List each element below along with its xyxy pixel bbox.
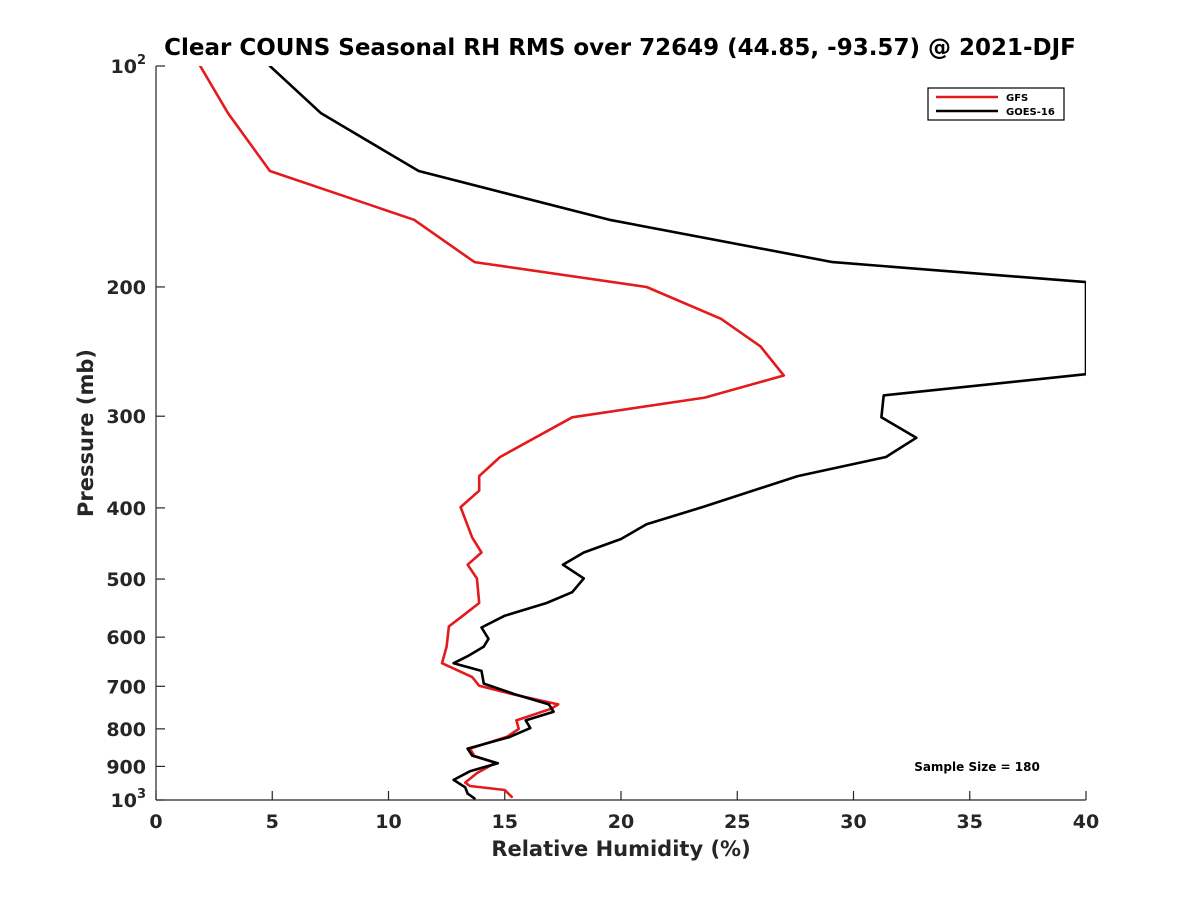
y-tick-label: 400 [106, 498, 146, 520]
x-tick-label: 10 [375, 811, 401, 833]
x-axis-label: Relative Humidity (%) [491, 837, 750, 861]
y-tick-label: 300 [106, 406, 146, 428]
x-tick-label: 35 [957, 811, 983, 833]
y-tick-label: 500 [106, 569, 146, 591]
y-tick-label: 800 [106, 719, 146, 741]
legend: GFS GOES-16 [927, 87, 1065, 121]
x-tick-label: 0 [149, 811, 162, 833]
x-tick-label: 5 [266, 811, 279, 833]
sample-size-annotation: Sample Size = 180 [914, 760, 1040, 774]
y-tick-label: 200 [106, 277, 146, 299]
y-tick-label: 102 [111, 53, 147, 78]
x-tick-label: 15 [492, 811, 518, 833]
x-tick-label: 30 [840, 811, 866, 833]
legend-label-goes-16: GOES-16 [1006, 107, 1055, 118]
series-line-goes-16 [268, 66, 1086, 800]
y-axis-label: Pressure (mb) [74, 349, 98, 517]
y-tick-label: 700 [106, 676, 146, 698]
legend-label-gfs: GFS [1006, 93, 1028, 104]
series-line-gfs [198, 66, 786, 799]
y-tick-label: 600 [106, 627, 146, 649]
x-tick-label: 25 [724, 811, 750, 833]
legend-box [927, 87, 1065, 121]
x-tick-label: 40 [1073, 811, 1099, 833]
y-tick-label: 103 [111, 787, 147, 812]
chart-title: Clear COUNS Seasonal RH RMS over 72649 (… [164, 35, 1076, 61]
series-layer [198, 66, 1086, 800]
y-axis-ticks: 102 200 300 400 500 600 700 800 900 103 [106, 53, 165, 812]
y-tick-label: 900 [106, 756, 146, 778]
x-axis-ticks: 0 5 10 15 20 25 30 35 40 [149, 791, 1099, 833]
x-tick-label: 20 [608, 811, 634, 833]
